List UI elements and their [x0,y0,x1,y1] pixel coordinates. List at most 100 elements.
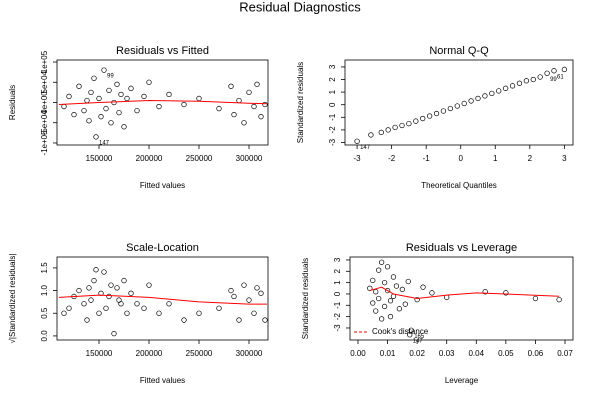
point [81,301,87,307]
x-tick-label: 0.06 [528,349,544,358]
point [228,83,234,89]
panel-title: Scale-Location [126,242,199,254]
point [61,103,67,110]
point [246,297,252,303]
y-tick-label: -1 [333,301,342,309]
plot-frame [56,256,269,341]
x-tick-label: 200000 [136,154,163,163]
x-tick-label: -2 [388,154,396,163]
panel-title: Residuals vs Fitted [116,45,209,57]
point [258,290,264,296]
point [166,301,172,307]
point [103,105,109,112]
smooth-line [58,294,267,305]
point [433,110,440,117]
point [399,122,405,129]
y-tick-label: -3 [328,138,337,146]
point [420,284,426,290]
point [381,279,388,286]
point [530,76,536,83]
point [373,289,379,295]
point [121,124,127,130]
point [516,80,523,86]
point [98,114,104,120]
point [254,81,260,87]
y-tick-label: -1e+05 [40,130,49,156]
point [387,313,394,320]
point [447,105,454,112]
point [181,101,187,108]
point [116,109,122,116]
point [390,274,397,280]
point [414,296,420,303]
point [118,301,124,307]
point [91,75,97,81]
point [111,99,117,106]
y-tick-label: 1e+05 [40,50,49,73]
point [93,134,99,140]
point [489,90,495,97]
point [426,113,433,119]
x-tick-label: 150000 [86,154,113,163]
point [373,308,379,314]
point-label: 165 [414,334,425,340]
point [405,278,411,285]
point [88,89,94,96]
point [251,310,257,316]
point [101,67,107,73]
point [236,97,242,104]
smooth-line [58,99,268,106]
point [246,89,252,96]
page-title: Residual Diagnostics [239,0,361,14]
point [84,317,90,323]
x-tick-label: 300000 [236,154,263,163]
point [537,74,543,80]
panel-title: Normal Q-Q [429,45,489,57]
x-tick-label: 3 [562,154,567,163]
point [216,105,222,112]
point [196,95,202,102]
point [406,120,412,127]
panel-title: Residuals vs Leverage [406,242,517,254]
point [61,310,67,316]
point [381,303,388,310]
x-tick-label: 250000 [186,349,213,358]
point [378,129,384,136]
point [258,114,264,120]
point [128,85,134,91]
y-tick-label: 3 [333,257,342,262]
x-tick-label: 0.01 [380,349,396,358]
point [262,317,268,323]
point [146,282,152,288]
y-tick-label: -3 [333,324,342,332]
point [156,310,162,316]
point [124,95,130,102]
x-tick-label: 0.03 [439,349,455,358]
point [76,287,82,294]
x-axis-label: Theoretical Quantiles [421,181,497,190]
point [384,264,391,270]
point [440,108,447,114]
point [76,83,82,89]
y-tick-label: 0.5 [40,307,49,319]
x-tick-label: 0.02 [409,349,425,358]
point [393,283,400,289]
y-axis-label: Residuals [8,85,17,120]
x-tick-label: 300000 [236,349,263,358]
y-tick-label: -2 [328,126,337,134]
y-tick-label: 1 [333,280,342,285]
point [71,111,77,118]
y-tick-label: 2 [328,77,337,82]
point [396,306,403,312]
point [254,285,260,291]
point [376,267,382,273]
point [408,327,414,333]
point [475,95,481,102]
point [454,103,460,109]
point [370,300,376,306]
x-axis-label: Leverage [445,376,479,385]
x-tick-label: 200000 [136,349,163,358]
point [502,85,509,91]
point [196,310,202,316]
